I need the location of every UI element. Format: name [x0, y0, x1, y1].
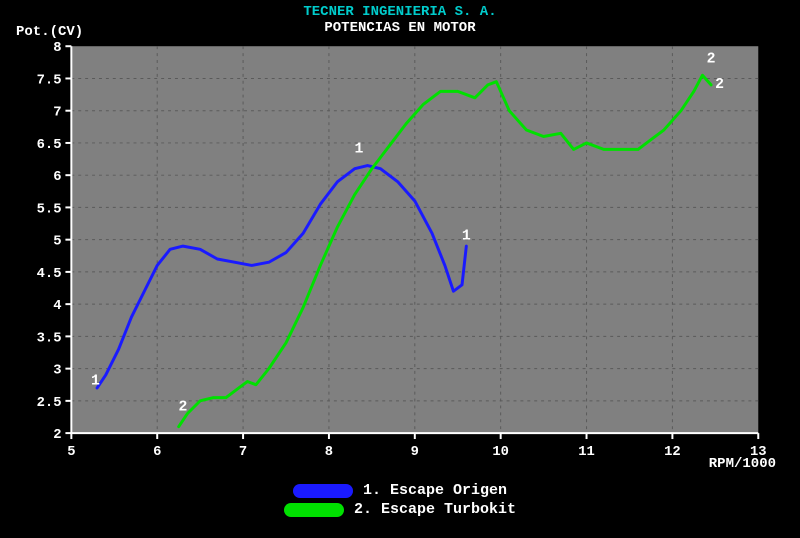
legend-item: 1. Escape Origen: [0, 482, 800, 499]
y-tick-label: 6: [53, 170, 61, 185]
y-tick-label: 2: [53, 428, 61, 443]
legend-label: 2. Escape Turbokit: [354, 501, 516, 518]
chart-svg: 567891011121322.533.544.555.566.577.5811…: [22, 36, 778, 468]
y-tick-label: 7: [53, 106, 61, 121]
x-tick-label: 11: [578, 445, 595, 460]
series-marker-2: 2: [707, 51, 716, 67]
y-tick-label: 2.5: [37, 396, 62, 411]
y-tick-label: 3.5: [37, 331, 62, 346]
y-tick-label: 5.5: [37, 202, 62, 217]
x-tick-label: 13: [750, 445, 767, 460]
x-tick-label: 7: [239, 445, 247, 460]
legend: 1. Escape Origen 2. Escape Turbokit: [0, 480, 800, 518]
y-tick-label: 4: [53, 299, 61, 314]
x-tick-label: 8: [325, 445, 333, 460]
x-tick-label: 6: [153, 445, 161, 460]
company-title: TECNER INGENIERIA S. A.: [0, 4, 800, 20]
y-tick-label: 4.5: [37, 267, 62, 282]
y-tick-label: 6.5: [37, 138, 62, 153]
x-tick-label: 5: [67, 445, 75, 460]
x-tick-label: 10: [492, 445, 509, 460]
series-marker-1: 1: [91, 374, 100, 390]
chart-area: 567891011121322.533.544.555.566.577.5811…: [72, 46, 768, 438]
legend-label: 1. Escape Origen: [363, 482, 507, 499]
y-tick-label: 7.5: [37, 73, 62, 88]
chart-subtitle: POTENCIAS EN MOTOR: [0, 20, 800, 36]
series-marker-1: 1: [355, 142, 364, 158]
y-tick-label: 3: [53, 364, 61, 379]
x-tick-label: 9: [411, 445, 419, 460]
series-marker-2: 2: [179, 400, 188, 416]
x-tick-label: 12: [664, 445, 681, 460]
series-marker-2: 2: [715, 77, 724, 93]
legend-item: 2. Escape Turbokit: [0, 501, 800, 518]
legend-swatch: [293, 484, 353, 498]
y-tick-label: 8: [53, 41, 61, 56]
legend-swatch: [284, 503, 344, 517]
series-marker-1: 1: [462, 229, 471, 245]
y-tick-label: 5: [53, 235, 61, 250]
